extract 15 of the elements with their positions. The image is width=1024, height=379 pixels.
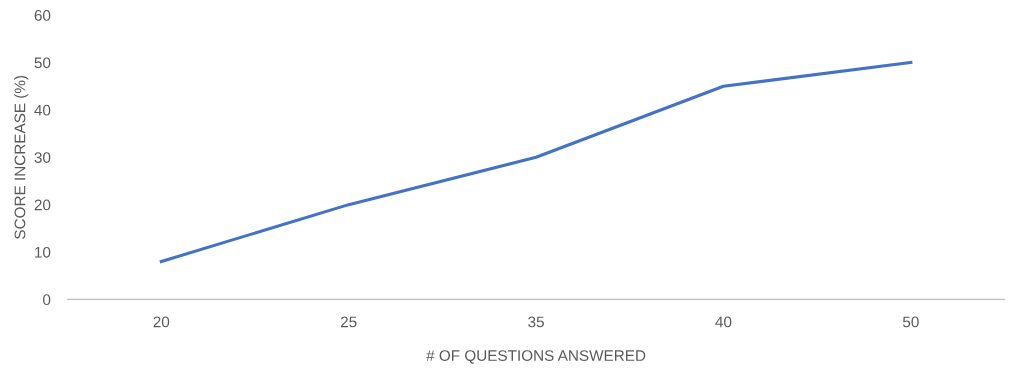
y-axis-title: SCORE INCREASE (%)	[14, 75, 29, 239]
x-tick-label: 40	[715, 316, 732, 328]
x-tick-label: 25	[340, 316, 357, 328]
y-tick-label: 10	[35, 246, 51, 258]
y-tick-label: 60	[34, 10, 51, 21]
y-tick-label: 30	[34, 152, 51, 163]
x-tick-label: 35	[528, 316, 544, 328]
x-tick-label: 20	[153, 316, 170, 328]
y-tick-label: 20	[34, 199, 51, 211]
y-tick-label: 40	[34, 104, 51, 116]
y-tick-label: 50	[34, 57, 51, 69]
x-axis-title: # OF QUESTIONS ANSWERED	[426, 350, 646, 364]
y-tick-label: 0	[43, 294, 51, 306]
x-tick-label: 50	[902, 316, 919, 328]
line-series	[159, 61, 913, 264]
